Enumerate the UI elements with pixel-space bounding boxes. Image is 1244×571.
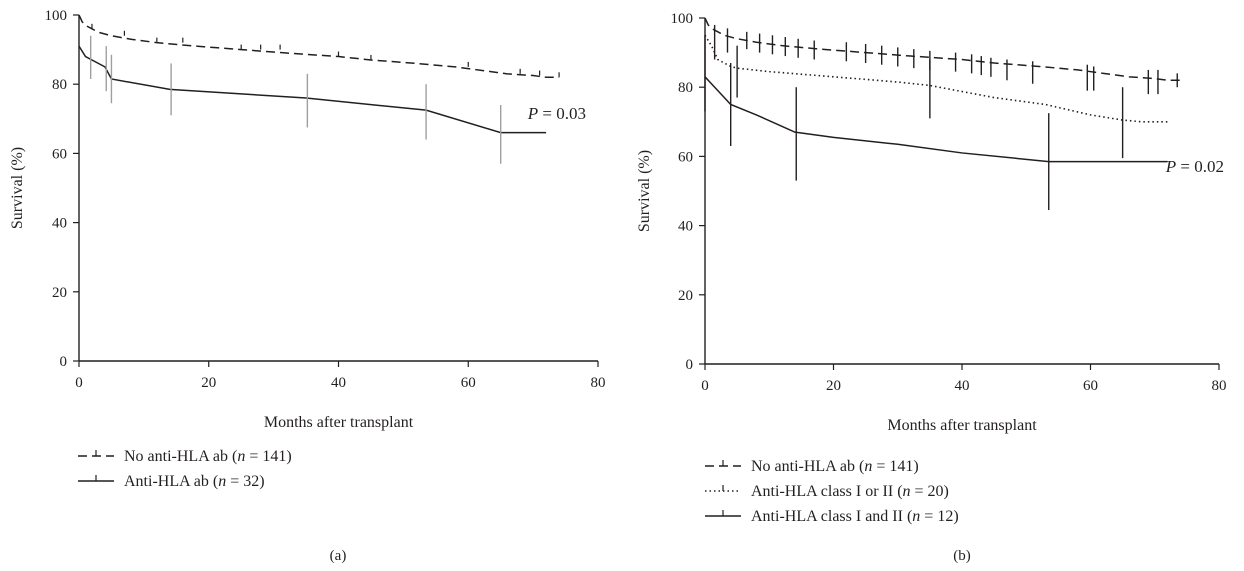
series-line-2 <box>704 76 1168 163</box>
panel-label: (b) <box>953 548 971 564</box>
y-tick-label: 20 <box>678 288 693 304</box>
x-tick-label: 20 <box>201 375 216 391</box>
x-tick-label: 60 <box>1083 378 1098 394</box>
y-tick-label: 60 <box>678 149 693 165</box>
p-value-label: P = 0.02 <box>1165 157 1224 176</box>
series-line-0 <box>704 17 1181 82</box>
legend-entry-0: No anti-HLA ab (n = 141) <box>124 448 292 465</box>
x-tick-label: 80 <box>1212 378 1227 394</box>
p-value-symbol: P <box>527 104 538 123</box>
p-value-number: = 0.03 <box>538 104 586 123</box>
y-tick-label: 60 <box>52 146 67 162</box>
x-tick-label: 20 <box>826 378 841 394</box>
x-tick-label: 0 <box>701 378 709 394</box>
y-tick-label: 80 <box>52 77 67 93</box>
y-tick-label: 100 <box>671 11 694 27</box>
chart-panel-b: 0 20 40 60 80 0 20 40 60 80 100 Survival (%) Months … <box>636 11 1227 564</box>
y-tick-label: 40 <box>678 219 693 235</box>
x-tick-label: 40 <box>955 378 970 394</box>
legend-entry-1: Anti-HLA class I or II (n = 20) <box>751 483 949 500</box>
y-axis-label: Survival (%) <box>636 150 653 232</box>
y-tick-label: 0 <box>60 354 68 370</box>
x-tick-label: 0 <box>75 375 83 391</box>
series-line-1 <box>704 34 1168 123</box>
legend-entry-1: Anti-HLA ab (n = 32) <box>124 473 265 490</box>
y-tick-label: 80 <box>678 80 693 96</box>
series-line-0 <box>78 14 560 79</box>
y-tick-label: 40 <box>52 216 67 232</box>
p-value-symbol: P <box>1165 157 1176 176</box>
y-tick-label: 0 <box>686 357 694 373</box>
y-tick-label: 100 <box>45 8 68 24</box>
y-tick-label: 20 <box>52 285 67 301</box>
x-tick-label: 40 <box>331 375 346 391</box>
x-axis-label: Months after transplant <box>264 414 414 431</box>
p-value-label: P = 0.03 <box>527 104 586 123</box>
series-line-1 <box>78 45 547 134</box>
x-axis-label: Months after transplant <box>887 417 1037 434</box>
chart-panel-a: 0 20 40 60 80 0 20 40 60 80 100 Survival (%) Months … <box>9 8 606 564</box>
legend-entry-0: No anti-HLA ab (n = 141) <box>751 458 919 475</box>
x-tick-label: 80 <box>591 375 606 391</box>
panel-label: (a) <box>330 548 347 564</box>
p-value-number: = 0.02 <box>1176 157 1224 176</box>
legend-entry-2: Anti-HLA class I and II (n = 12) <box>751 508 959 525</box>
y-axis-label: Survival (%) <box>9 147 26 229</box>
x-tick-label: 60 <box>461 375 476 391</box>
